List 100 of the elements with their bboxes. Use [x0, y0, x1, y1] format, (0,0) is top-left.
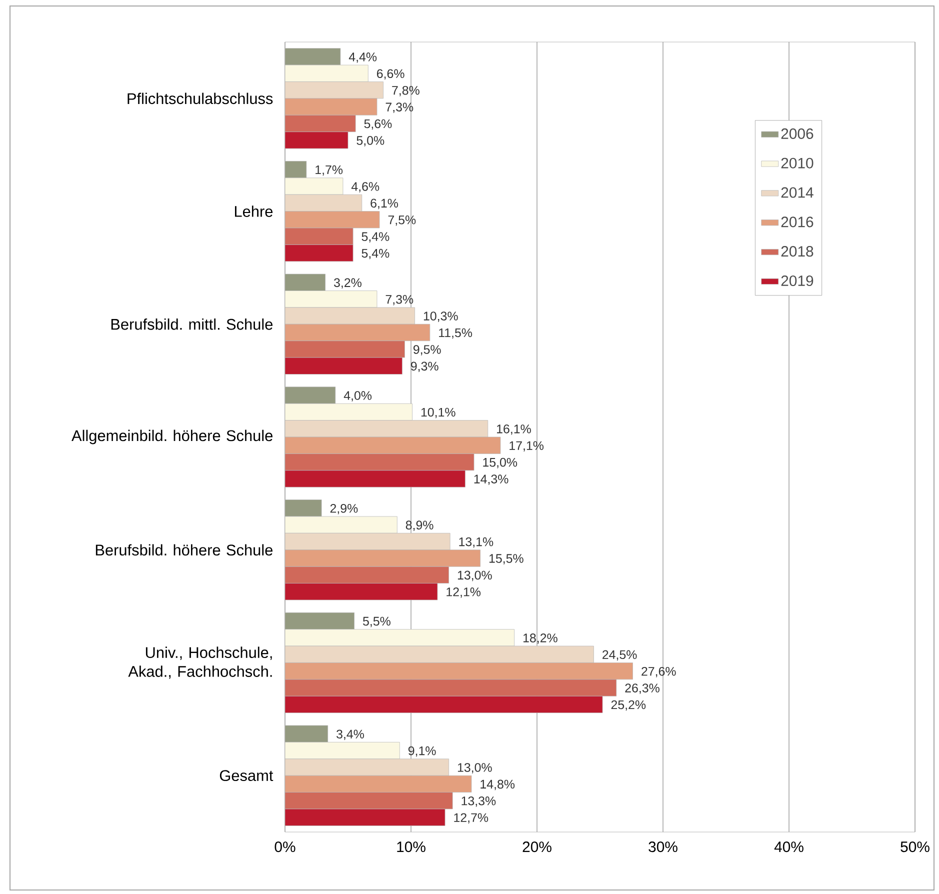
- bar: [285, 307, 415, 324]
- data-label: 13,3%: [462, 796, 496, 807]
- bar: [285, 758, 450, 776]
- data-label: 14,8%: [480, 780, 515, 790]
- data-label: 5,5%: [363, 616, 390, 628]
- data-label: 5,6%: [364, 119, 392, 130]
- legend-label: 2014: [781, 187, 814, 198]
- bar: [285, 550, 481, 567]
- data-label: 8,9%: [406, 520, 434, 531]
- bar: [285, 583, 438, 600]
- data-label: 3,2%: [334, 278, 362, 289]
- legend-label: 2016: [781, 216, 814, 228]
- bar: [285, 64, 368, 82]
- bar: [285, 160, 307, 178]
- bar: [285, 194, 362, 212]
- bar: [285, 114, 356, 132]
- data-label: 9,1%: [408, 746, 436, 757]
- data-label: 25,2%: [611, 700, 646, 711]
- bar: [285, 679, 617, 696]
- data-label: 18,2%: [523, 634, 558, 644]
- bar: [285, 244, 354, 262]
- data-label: 10,3%: [424, 312, 458, 322]
- data-label: 6,6%: [376, 69, 404, 80]
- data-label: 12,1%: [446, 587, 481, 598]
- data-label: 5,4%: [362, 232, 390, 242]
- y-tick-label: Pflichtschulabschluss: [128, 92, 273, 104]
- bar: [285, 386, 336, 404]
- data-label: 12,7%: [454, 813, 488, 824]
- legend-label: 2018: [781, 246, 814, 257]
- legend-label: 2006: [781, 128, 814, 139]
- x-tick-label: 10%: [397, 842, 426, 852]
- y-tick-label: Lehre: [234, 206, 273, 217]
- data-label: 15,5%: [489, 554, 524, 564]
- y-tick-label: Univ., Hochschule, Akad., Fachhochsch.: [128, 646, 272, 679]
- bar: [285, 132, 348, 149]
- data-label: 3,4%: [336, 730, 364, 740]
- bar: [285, 211, 380, 228]
- legend-label: 2010: [781, 158, 814, 168]
- y-tick-label: Allgemeinbild. höhere Schule: [72, 430, 272, 444]
- bar: [285, 48, 341, 66]
- data-label: 4,0%: [344, 391, 372, 402]
- data-label: 10,1%: [421, 408, 456, 418]
- data-label: 17,1%: [510, 441, 544, 452]
- bar: [285, 436, 501, 454]
- data-label: 9,3%: [410, 362, 438, 372]
- legend-label: 2019: [781, 275, 814, 286]
- data-label: 2,9%: [330, 504, 358, 514]
- x-tick-label: 0%: [274, 842, 296, 852]
- data-label: 15,0%: [483, 458, 518, 468]
- data-label: 27,6%: [642, 666, 676, 678]
- bar: [285, 612, 354, 630]
- data-label: 7,3%: [386, 294, 414, 306]
- bar: [285, 324, 430, 342]
- bar: [285, 500, 322, 517]
- x-tick-label: 50%: [900, 842, 930, 852]
- bar: [285, 532, 450, 550]
- bar: [285, 566, 450, 584]
- data-label: 1,7%: [316, 165, 343, 176]
- data-label: 6,1%: [370, 198, 398, 210]
- data-label: 7,5%: [388, 216, 416, 226]
- bar: [285, 357, 402, 374]
- bar: [285, 646, 594, 663]
- x-tick-label: 40%: [774, 842, 804, 852]
- bar: [285, 662, 633, 680]
- data-label: 9,5%: [413, 345, 441, 356]
- bar: [285, 516, 398, 534]
- data-label: 24,5%: [602, 650, 637, 661]
- bar: [285, 420, 488, 438]
- data-label: 13,0%: [458, 570, 492, 582]
- bar: [285, 725, 328, 742]
- data-label: 14,3%: [474, 474, 508, 485]
- bar: [285, 792, 453, 810]
- bar: [285, 403, 412, 421]
- bar: [285, 340, 405, 358]
- data-label: 5,4%: [362, 248, 390, 260]
- data-label: 7,8%: [392, 86, 420, 96]
- data-label: 11,5%: [439, 328, 472, 339]
- data-label: 5,0%: [356, 136, 384, 146]
- y-tick-label: Gesamt: [220, 770, 274, 782]
- data-label: 4,6%: [351, 182, 380, 192]
- bar: [285, 742, 400, 760]
- data-label: 13,1%: [459, 537, 494, 548]
- bar: [285, 82, 384, 99]
- data-label: 26,3%: [625, 684, 660, 694]
- data-label: 7,3%: [386, 102, 414, 113]
- bar: [285, 274, 326, 291]
- y-tick-label: Berufsbild. mittl. Schule: [111, 318, 273, 330]
- bar: [285, 98, 378, 116]
- bar: [285, 629, 515, 646]
- bar: [285, 228, 354, 245]
- bar: [285, 290, 378, 308]
- y-tick-label: Berufsbild. höhere Schule: [96, 544, 273, 556]
- bar: [285, 696, 603, 714]
- x-tick-label: 30%: [648, 842, 678, 852]
- bar: [285, 178, 344, 195]
- data-label: 16,1%: [497, 424, 531, 435]
- bar: [285, 808, 446, 826]
- data-label: 4,4%: [348, 52, 377, 63]
- data-label: 13,0%: [458, 763, 492, 774]
- bar: [285, 775, 472, 792]
